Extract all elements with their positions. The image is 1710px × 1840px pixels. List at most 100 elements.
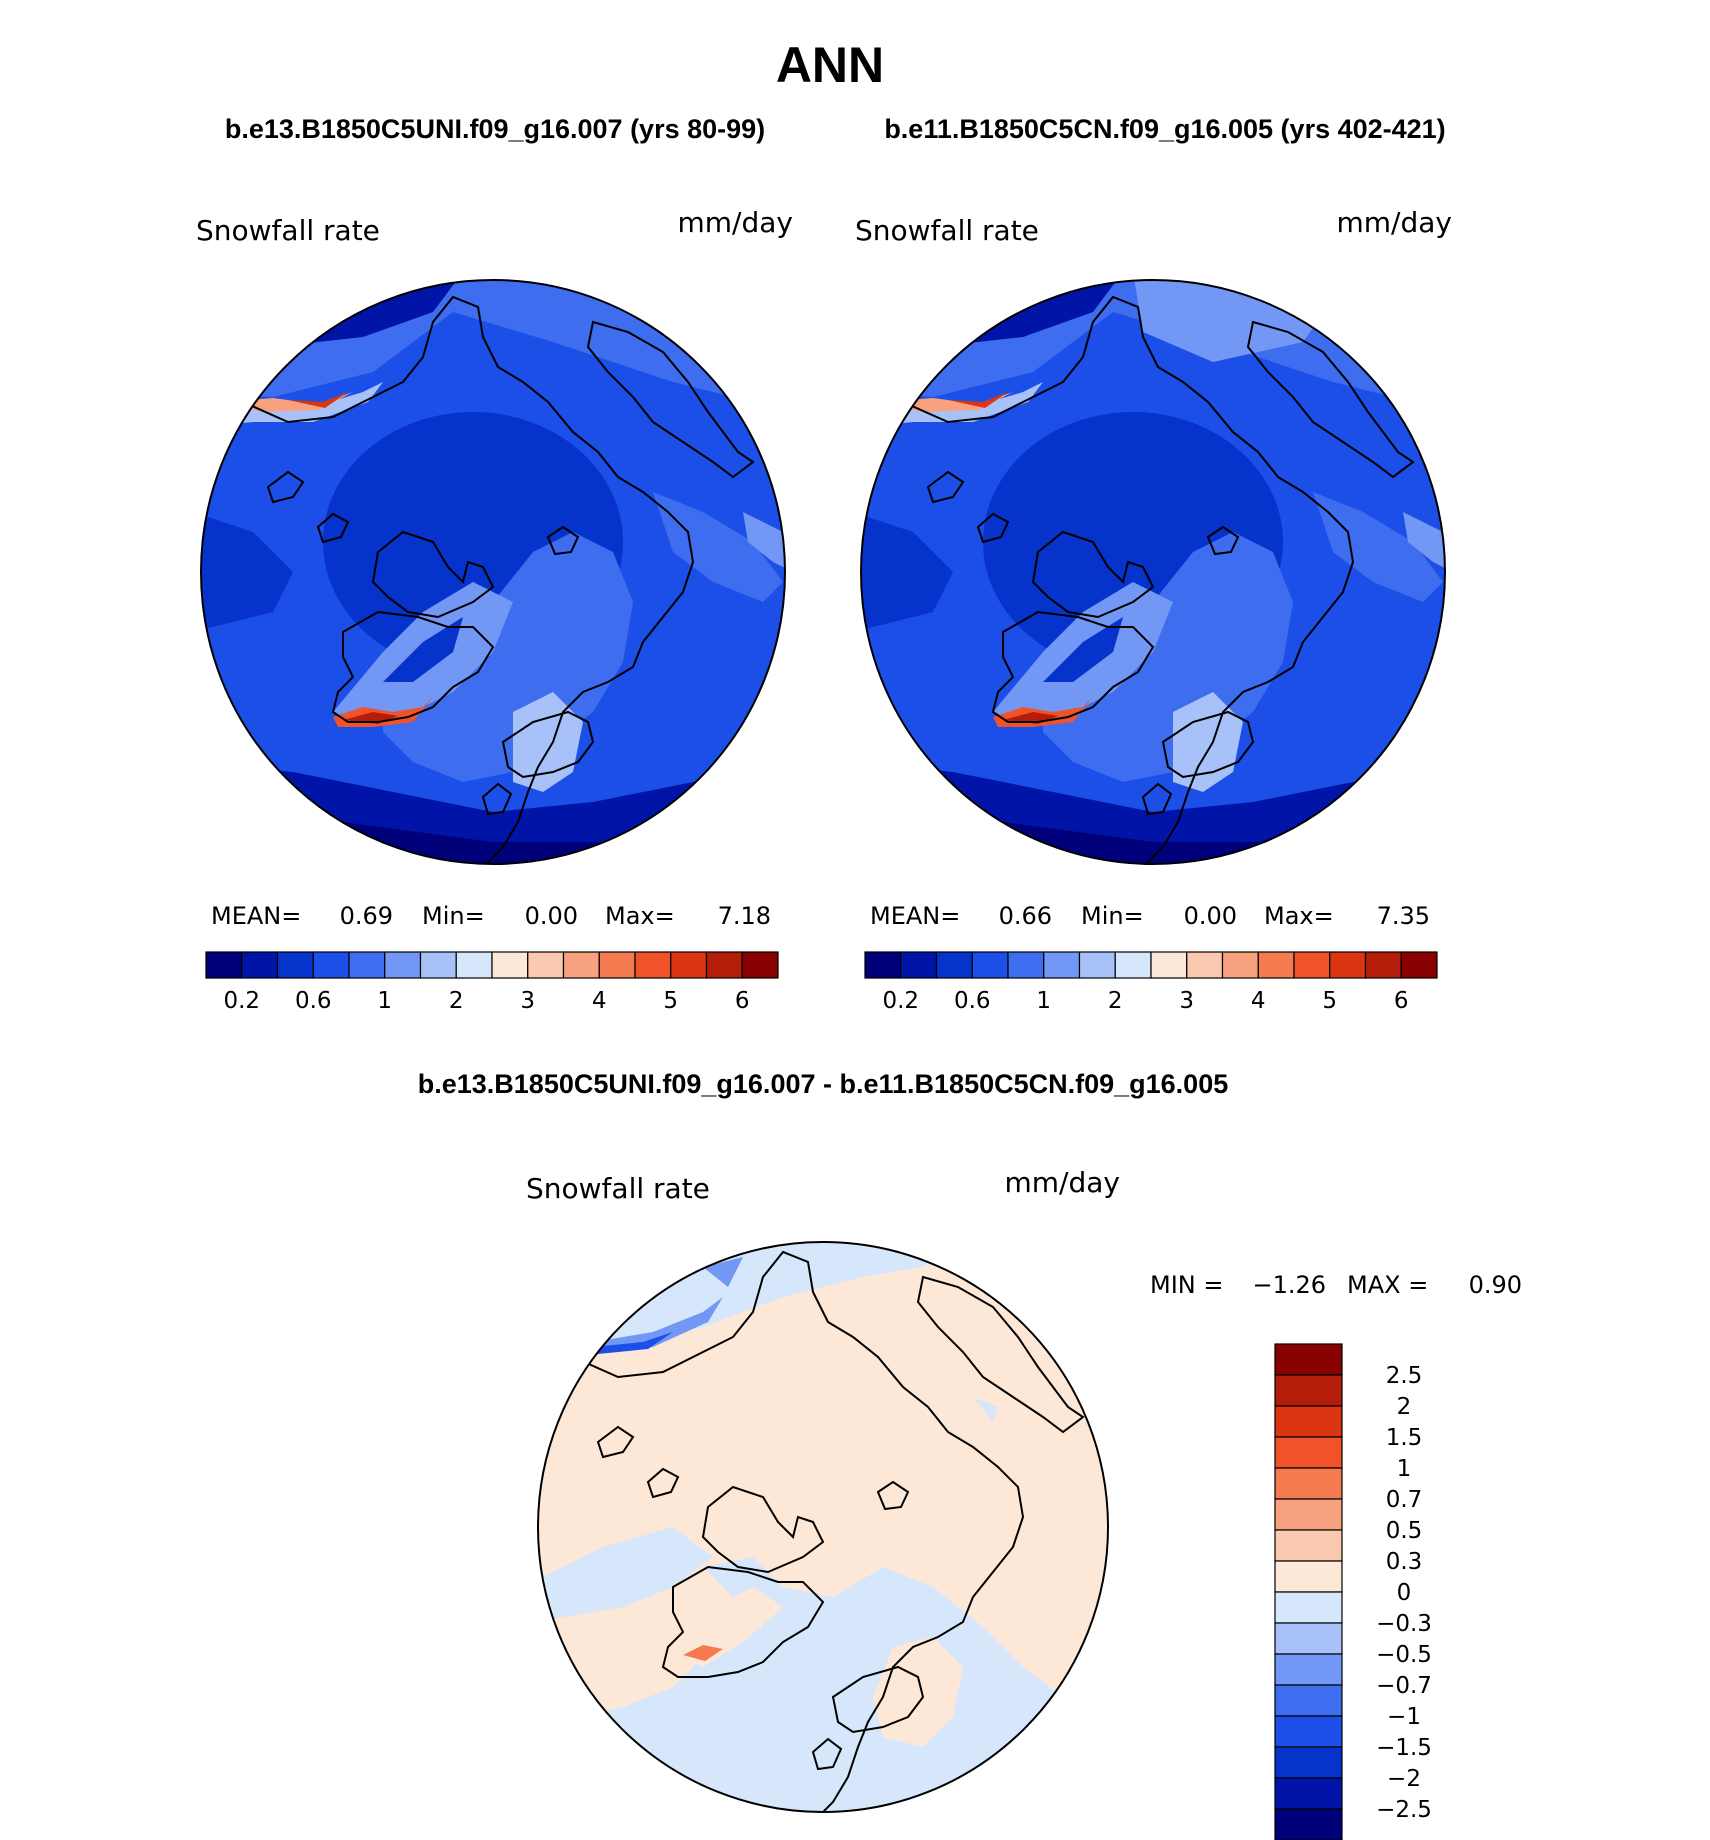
colorbar-tick-label: −0.3: [1376, 1611, 1432, 1637]
difference-panel: Snowfall rate mm/day MIN = −1.26 MAX =: [526, 1166, 1522, 1840]
colorbar-swatch: [1274, 1622, 1343, 1655]
colorbar-swatch: [491, 951, 529, 979]
colorbar-tick-label: 4: [1251, 988, 1266, 1014]
colorbar-swatch: [1150, 951, 1188, 979]
diff-max-value: 0.90: [1469, 1271, 1522, 1299]
colorbar-tick-label: 2.5: [1386, 1363, 1423, 1389]
colorbar-swatch: [1274, 1684, 1343, 1717]
colorbar-tick-label: 0.3: [1386, 1549, 1423, 1575]
colorbar-swatch: [1274, 1777, 1343, 1810]
colorbar-tick-label: −0.5: [1376, 1642, 1432, 1668]
colorbar-tick-label: 1: [1036, 988, 1051, 1014]
colorbar-swatch: [384, 951, 422, 979]
colorbar-swatch: [205, 951, 243, 979]
colorbar-swatch: [1274, 1715, 1343, 1748]
colorbar-tick-label: 0.6: [954, 988, 991, 1014]
right-case-title: b.e11.B1850C5CN.f09_g16.005 (yrs 402-421…: [884, 114, 1445, 144]
right-variable-label: Snowfall rate: [855, 214, 1039, 247]
colorbar-swatch: [741, 951, 779, 979]
colorbar-tick-label: −0.7: [1376, 1673, 1432, 1699]
colorbar-swatch: [1221, 951, 1259, 979]
right-mean-label: MEAN=: [870, 902, 960, 930]
left-units-label: mm/day: [678, 206, 794, 239]
colorbar-tick-label: 0.2: [223, 988, 260, 1014]
colorbar-tick-label: −1: [1387, 1704, 1421, 1730]
colorbar-swatch: [1186, 951, 1224, 979]
figure-title: ANN: [776, 37, 884, 93]
colorbar-swatch: [705, 951, 743, 979]
left-min-value: 0.00: [525, 902, 578, 930]
right-panel: Snowfall rate mm/day: [855, 206, 1453, 1014]
colorbar-swatch: [1274, 1808, 1343, 1840]
colorbar-tick-label: 2: [449, 988, 464, 1014]
colorbar-swatch: [1274, 1498, 1343, 1531]
colorbar-tick-label: 3: [1179, 988, 1194, 1014]
colorbar-tick-label: 1.5: [1386, 1425, 1423, 1451]
colorbar-swatch: [1274, 1653, 1343, 1686]
colorbar-tick-label: 1: [377, 988, 392, 1014]
diff-min-value: −1.26: [1252, 1271, 1326, 1299]
right-mean-value: 0.66: [999, 902, 1052, 930]
left-mean-label: MEAN=: [211, 902, 301, 930]
diff-colorbar: 2.5 2 1.5 1 0.7 0.5 0.3 0 −0.3 −0.5 −0.7 −1 −1.5 −2 −2…: [1274, 1343, 1432, 1840]
colorbar-swatch: [1274, 1467, 1343, 1500]
colorbar-swatch: [1114, 951, 1152, 979]
right-colorbar: 0.2 0.6 1 2 3 4 5 6: [864, 951, 1438, 1014]
colorbar-swatch: [312, 951, 350, 979]
left-mean-value: 0.69: [340, 902, 393, 930]
colorbar-swatch: [1078, 951, 1116, 979]
colorbar-tick-label: −2.5: [1376, 1797, 1432, 1823]
colorbar-tick-label: 1: [1397, 1456, 1412, 1482]
left-min-label: Min=: [422, 902, 485, 930]
colorbar-swatch: [1274, 1374, 1343, 1407]
difference-map: [537, 1241, 1109, 1813]
colorbar-tick-label: 5: [663, 988, 678, 1014]
right-min-label: Min=: [1081, 902, 1144, 930]
diff-units-label: mm/day: [1005, 1166, 1121, 1199]
colorbar-tick-label: 2: [1397, 1394, 1412, 1420]
colorbar-swatch: [348, 951, 386, 979]
colorbar-swatch: [670, 951, 708, 979]
colorbar-swatch: [241, 951, 279, 979]
colorbar-tick-label: 0.7: [1386, 1487, 1423, 1513]
colorbar-tick-label: −1.5: [1376, 1735, 1432, 1761]
colorbar-tick-label: 0: [1397, 1580, 1412, 1606]
colorbar-tick-label: 0.2: [882, 988, 919, 1014]
colorbar-swatch: [419, 951, 457, 979]
colorbar-tick-label: 2: [1108, 988, 1123, 1014]
colorbar-swatch: [900, 951, 938, 979]
diff-max-label: MAX =: [1347, 1271, 1428, 1299]
colorbar-swatch: [562, 951, 600, 979]
left-max-label: Max=: [605, 902, 675, 930]
right-units-label: mm/day: [1337, 206, 1453, 239]
colorbar-swatch: [527, 951, 565, 979]
colorbar-swatch: [1274, 1746, 1343, 1779]
colorbar-swatch: [1257, 951, 1295, 979]
colorbar-swatch: [634, 951, 672, 979]
diff-min-label: MIN =: [1150, 1271, 1223, 1299]
colorbar-swatch: [1007, 951, 1045, 979]
right-min-value: 0.00: [1184, 902, 1237, 930]
right-map: [860, 279, 1446, 865]
colorbar-tick-label: 4: [592, 988, 607, 1014]
colorbar-tick-label: 3: [520, 988, 535, 1014]
colorbar-swatch: [1274, 1343, 1343, 1376]
left-map: [200, 279, 786, 865]
left-panel: Snowfall rate mm/day: [196, 206, 794, 1014]
left-variable-label: Snowfall rate: [196, 214, 380, 247]
colorbar-swatch: [276, 951, 314, 979]
colorbar-swatch: [1329, 951, 1367, 979]
colorbar-swatch: [1274, 1560, 1343, 1593]
colorbar-swatch: [971, 951, 1009, 979]
colorbar-swatch: [598, 951, 636, 979]
left-case-title: b.e13.B1850C5UNI.f09_g16.007 (yrs 80-99): [225, 114, 765, 144]
right-max-value: 7.35: [1377, 902, 1430, 930]
colorbar-tick-label: 5: [1322, 988, 1337, 1014]
right-max-label: Max=: [1264, 902, 1334, 930]
colorbar-swatch: [1400, 951, 1438, 979]
left-max-value: 7.18: [718, 902, 771, 930]
colorbar-swatch: [1293, 951, 1331, 979]
colorbar-swatch: [1274, 1591, 1343, 1624]
left-colorbar: 0.2 0.6 1 2 3 4 5 6: [205, 951, 779, 1014]
